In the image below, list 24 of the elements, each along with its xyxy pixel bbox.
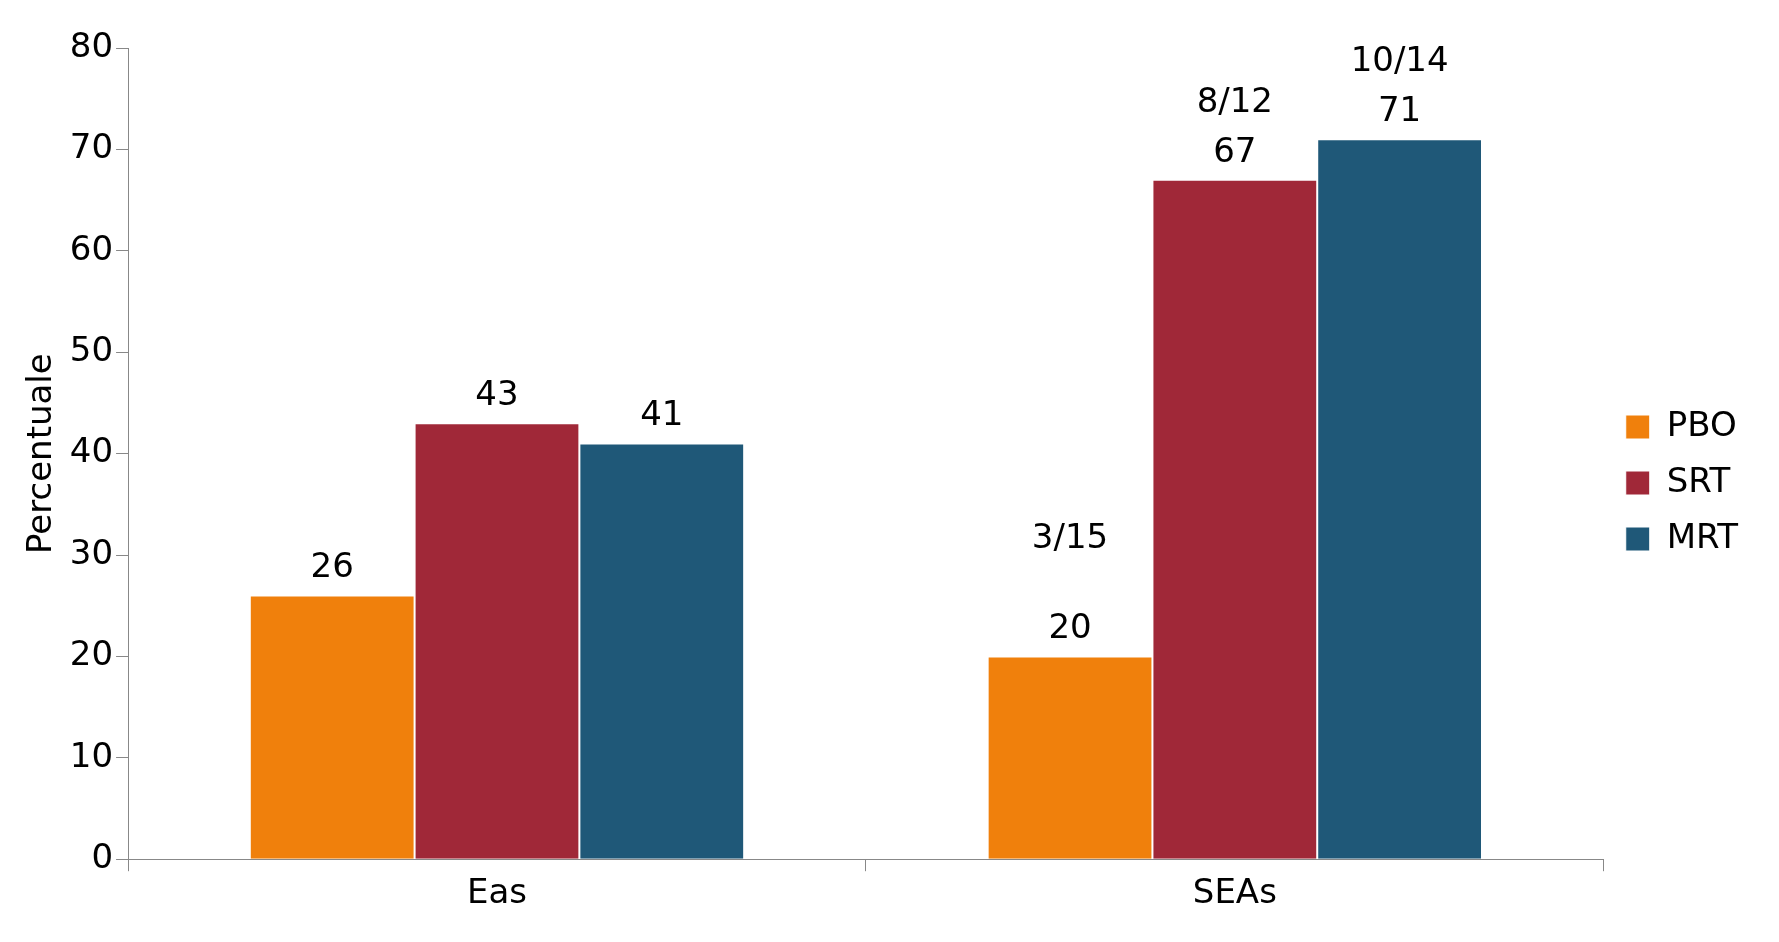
data-label: 20 xyxy=(1048,606,1092,647)
y-tick-label: 60 xyxy=(69,227,114,268)
annotation: 8/12 xyxy=(1196,79,1274,120)
y-tick-label: 40 xyxy=(69,430,114,471)
legend-label: PBO xyxy=(1666,403,1737,444)
legend-label: MRT xyxy=(1666,515,1739,556)
data-label: 67 xyxy=(1213,129,1257,170)
data-label: 26 xyxy=(310,545,354,586)
y-axis-title: Percentuale xyxy=(19,353,60,554)
x-tick-label: SEAs xyxy=(1192,871,1277,912)
annotation: 10/14 xyxy=(1350,39,1449,80)
y-tick-label: 0 xyxy=(91,836,114,877)
data-label: 71 xyxy=(1377,89,1422,130)
y-tick-label: 20 xyxy=(69,633,114,674)
y-tick-label: 70 xyxy=(69,126,114,167)
y-tick-label: 10 xyxy=(69,734,114,775)
y-tick-label: 30 xyxy=(69,531,114,572)
x-tick-label: Eas xyxy=(466,871,527,912)
data-label: 41 xyxy=(640,393,684,434)
y-tick-label: 50 xyxy=(69,329,114,370)
y-tick-label: 80 xyxy=(69,24,114,65)
data-label: 43 xyxy=(475,373,519,414)
annotation: 3/15 xyxy=(1031,516,1109,557)
legend-label: SRT xyxy=(1666,459,1731,500)
